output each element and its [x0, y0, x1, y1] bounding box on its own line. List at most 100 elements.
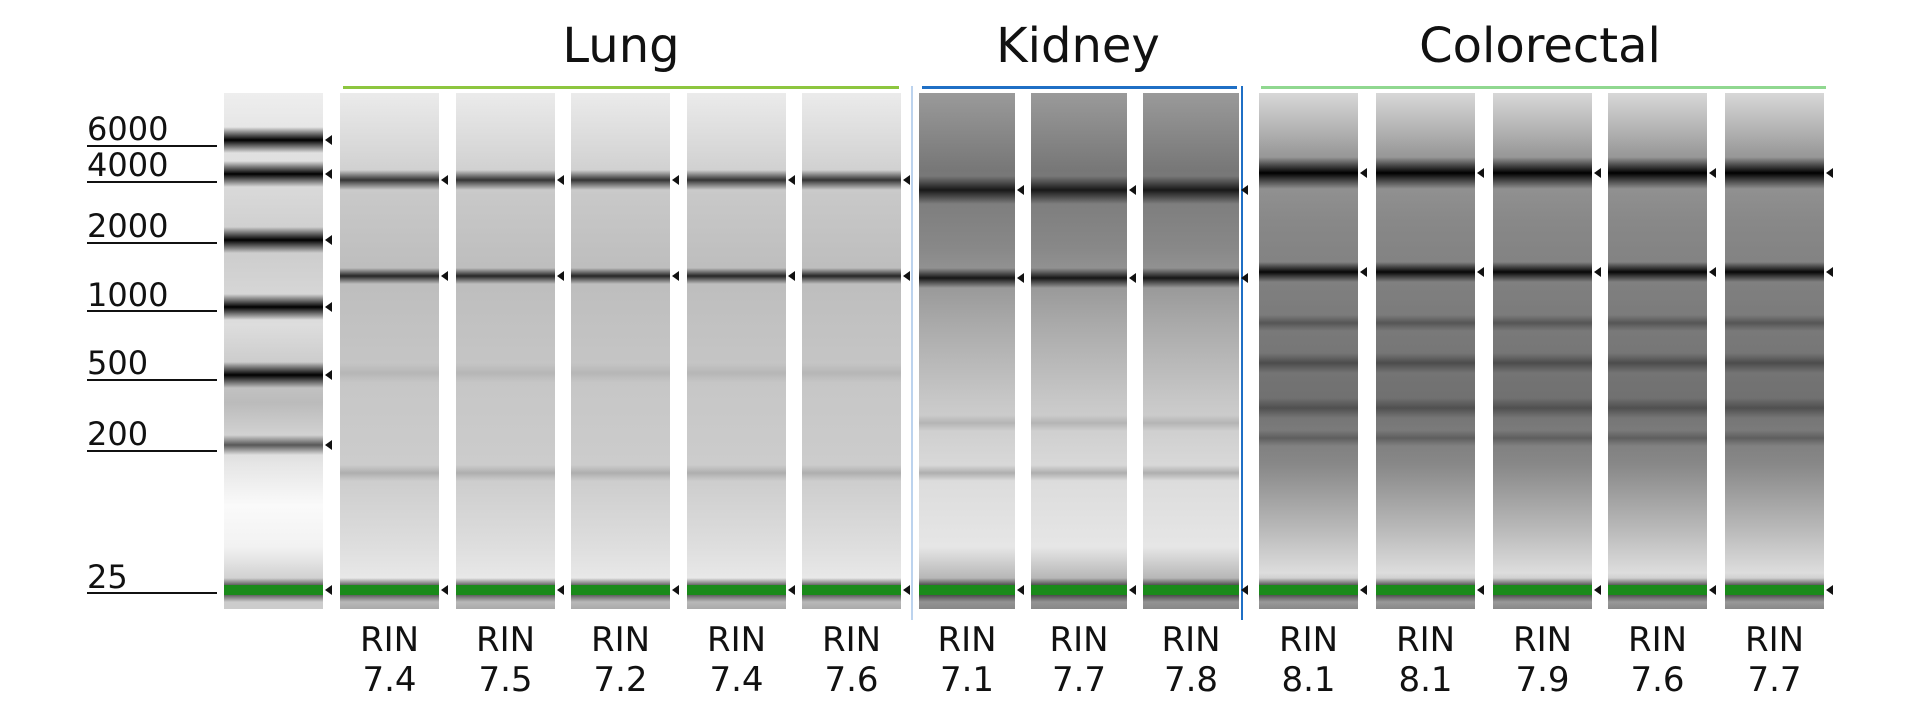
band — [1259, 353, 1358, 373]
band — [687, 465, 786, 481]
band — [1376, 430, 1475, 446]
arrowhead — [325, 235, 332, 245]
group-line — [343, 86, 899, 89]
band — [1376, 353, 1475, 373]
sample-lane — [1259, 93, 1358, 609]
band — [919, 415, 1015, 431]
band — [224, 227, 323, 253]
arrowhead — [1129, 585, 1136, 595]
marker-band — [1725, 585, 1824, 595]
arrowhead — [325, 135, 332, 145]
rin-label: RIN — [1161, 620, 1221, 660]
band — [1725, 315, 1824, 331]
band — [456, 465, 555, 481]
arrowhead — [1709, 267, 1716, 277]
rin-value: 7.6 — [1630, 660, 1685, 700]
sample-lane — [1608, 93, 1707, 609]
band — [571, 268, 670, 284]
arrowhead — [788, 271, 795, 281]
ladder-label: 200 — [87, 415, 149, 453]
rin-value: 7.2 — [593, 660, 648, 700]
band — [571, 465, 670, 481]
marker-band — [687, 585, 786, 595]
rin-label: RIN — [1744, 620, 1805, 660]
band — [340, 363, 439, 383]
arrowhead — [325, 302, 332, 312]
band — [340, 170, 439, 190]
arrowhead — [441, 271, 448, 281]
arrowhead — [557, 175, 564, 185]
ladder-line — [87, 242, 217, 244]
arrowhead — [1017, 273, 1024, 283]
group-title: Lung — [562, 18, 680, 74]
rin-label: RIN — [359, 620, 420, 660]
sample-lane — [802, 93, 901, 609]
band — [1608, 315, 1707, 331]
rin-value: 7.5 — [478, 660, 533, 700]
arrowhead — [1594, 585, 1601, 595]
arrowhead — [1709, 168, 1716, 178]
sample-lane — [340, 93, 439, 609]
rin-label: RIN — [1278, 620, 1339, 660]
ladder-label: 4000 — [87, 146, 169, 184]
band — [1376, 262, 1475, 282]
band — [1725, 157, 1824, 189]
arrowhead — [1477, 585, 1484, 595]
arrowhead — [1360, 585, 1367, 595]
sample-lane — [1376, 93, 1475, 609]
sample-lane — [919, 93, 1015, 609]
band — [687, 268, 786, 284]
arrowhead — [1594, 267, 1601, 277]
arrowhead — [1826, 267, 1833, 277]
band — [224, 435, 323, 455]
group-title: Colorectal — [1419, 18, 1661, 74]
band — [1725, 262, 1824, 282]
band — [1608, 398, 1707, 418]
band — [224, 161, 323, 187]
marker-band — [1493, 585, 1592, 595]
band — [802, 268, 901, 284]
ladder-line — [87, 145, 217, 147]
rin-value: 7.7 — [1051, 660, 1107, 700]
band — [1493, 430, 1592, 446]
band — [571, 363, 670, 383]
band — [1259, 262, 1358, 282]
band — [1259, 315, 1358, 331]
band — [340, 268, 439, 284]
sample-lane — [1143, 93, 1239, 609]
band — [1143, 176, 1239, 204]
band — [919, 176, 1015, 204]
band — [1608, 262, 1707, 282]
band — [919, 465, 1015, 481]
band — [1608, 353, 1707, 373]
band — [456, 268, 555, 284]
band — [571, 170, 670, 190]
rin-value: 7.9 — [1515, 660, 1570, 700]
band — [802, 465, 901, 481]
arrowhead — [1826, 585, 1833, 595]
arrowhead — [672, 271, 679, 281]
ladder-line — [87, 181, 217, 183]
rin-label: RIN — [1627, 620, 1688, 660]
sample-lane — [571, 93, 670, 609]
band — [1259, 398, 1358, 418]
group-title: Kidney — [996, 18, 1160, 74]
sample-lane — [1725, 93, 1824, 609]
band — [1031, 465, 1127, 481]
rin-value: 7.8 — [1163, 660, 1219, 700]
rin-value: 7.1 — [939, 660, 995, 700]
band — [224, 362, 323, 388]
marker-band — [224, 585, 323, 595]
band — [340, 465, 439, 481]
sample-lane — [1031, 93, 1127, 609]
band — [802, 170, 901, 190]
marker-band — [1031, 585, 1127, 595]
arrowhead — [903, 175, 910, 185]
rin-label: RIN — [1049, 620, 1109, 660]
arrowhead — [672, 175, 679, 185]
marker-band — [1376, 585, 1475, 595]
arrowhead — [1709, 585, 1716, 595]
separator — [1241, 86, 1243, 620]
arrowhead — [903, 271, 910, 281]
